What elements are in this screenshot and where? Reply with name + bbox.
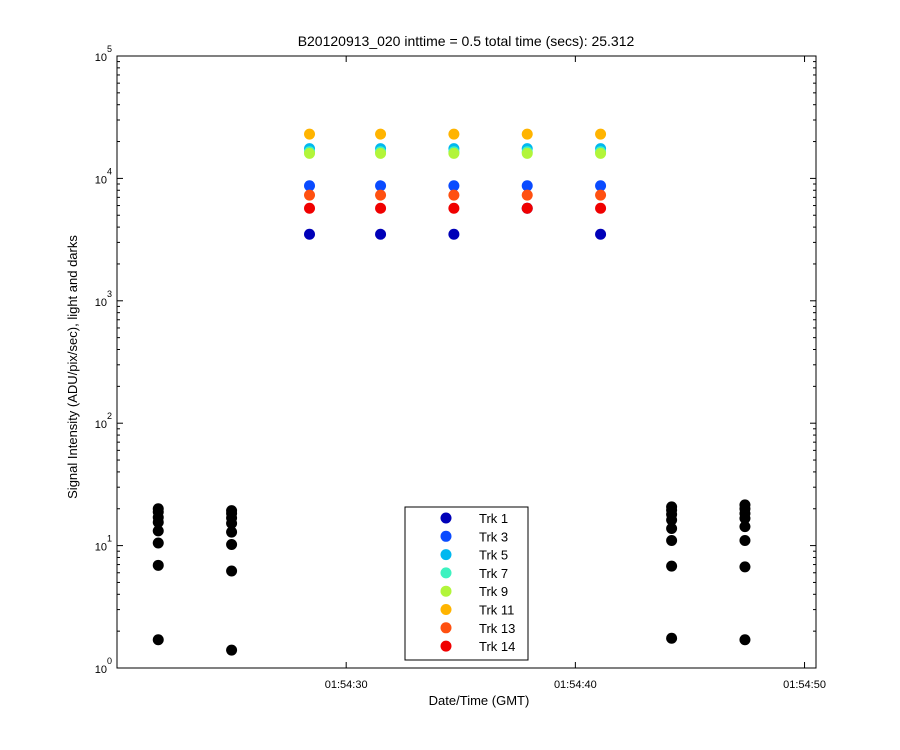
legend-marker xyxy=(440,622,452,634)
chart-title: B20120913_020 inttime = 0.5 total time (… xyxy=(298,33,635,49)
legend-label: Trk 1 xyxy=(479,511,508,526)
light-point xyxy=(448,202,460,214)
light-point xyxy=(595,147,607,159)
light-point xyxy=(304,228,316,240)
light-point xyxy=(595,202,607,214)
dark-point xyxy=(739,535,751,547)
legend-label: Trk 9 xyxy=(479,584,508,599)
light-point xyxy=(448,180,460,192)
y-tick-exponent: 4 xyxy=(107,166,112,176)
legend-marker xyxy=(440,567,452,579)
dark-point xyxy=(666,535,678,547)
y-tick-label: 10 xyxy=(95,52,107,64)
dark-point xyxy=(152,503,164,515)
plot-frame xyxy=(116,55,817,669)
y-tick-exponent: 2 xyxy=(107,411,112,421)
dark-point xyxy=(152,634,164,646)
light-point xyxy=(521,180,533,192)
y-axis-label: Signal Intensity (ADU/pix/sec), light an… xyxy=(65,235,80,499)
legend-label: Trk 7 xyxy=(479,566,508,581)
data-points xyxy=(152,128,751,656)
light-point xyxy=(304,128,316,140)
dark-point xyxy=(226,644,238,656)
legend-label: Trk 14 xyxy=(479,639,515,654)
y-tick-label: 10 xyxy=(95,664,107,676)
dark-point xyxy=(152,525,164,537)
dark-point xyxy=(226,565,238,577)
y-tick-exponent: 3 xyxy=(107,289,112,299)
light-point xyxy=(304,202,316,214)
y-tick-label: 10 xyxy=(95,297,107,309)
axis-ticks: 01:54:30 01:54:40 01:54:501001011021031041… xyxy=(95,44,826,691)
legend-label: Trk 11 xyxy=(479,603,514,618)
light-point xyxy=(595,180,607,192)
light-point xyxy=(448,189,460,201)
light-point xyxy=(375,228,387,240)
dark-point xyxy=(739,634,751,646)
legend-marker xyxy=(440,549,452,561)
light-point xyxy=(375,180,387,192)
legend-marker xyxy=(440,640,452,652)
dark-point xyxy=(152,537,164,549)
light-point xyxy=(448,128,460,140)
legend-marker xyxy=(440,512,452,524)
light-point xyxy=(375,147,387,159)
dark-point xyxy=(152,559,164,571)
light-point xyxy=(521,128,533,140)
y-tick-label: 10 xyxy=(95,419,107,431)
legend-marker xyxy=(440,530,452,542)
x-tick-label: 01:54:50 xyxy=(783,679,826,691)
dark-point xyxy=(739,499,751,511)
light-point xyxy=(521,147,533,159)
legend: Trk 1 Trk 3 Trk 5 Trk 7 Trk 9 Trk 11 Trk 13 Trk… xyxy=(404,506,529,661)
legend-label: Trk 3 xyxy=(479,529,508,544)
x-tick-label: 01:54:40 xyxy=(554,679,597,691)
light-point xyxy=(521,189,533,201)
dark-point xyxy=(226,505,238,517)
light-point xyxy=(595,128,607,140)
y-tick-label: 10 xyxy=(95,542,107,554)
light-point xyxy=(595,189,607,201)
light-point xyxy=(595,228,607,240)
light-point xyxy=(448,147,460,159)
legend-marker xyxy=(440,585,452,597)
dark-point xyxy=(666,560,678,572)
dark-point xyxy=(666,501,678,513)
light-point xyxy=(304,147,316,159)
y-tick-label: 10 xyxy=(95,174,107,186)
dark-point xyxy=(226,539,238,551)
legend-marker xyxy=(440,604,452,615)
x-tick-label: 01:54:30 xyxy=(325,679,368,691)
dark-point xyxy=(739,561,751,573)
light-point xyxy=(521,202,533,214)
dark-point xyxy=(666,522,678,534)
light-point xyxy=(375,128,387,140)
dark-point xyxy=(666,632,678,644)
x-axis-label: Date/Time (GMT) xyxy=(429,693,530,708)
light-point xyxy=(448,228,460,240)
y-tick-exponent: 1 xyxy=(107,534,112,544)
legend-label: Trk 5 xyxy=(479,548,508,563)
light-point xyxy=(304,189,316,201)
light-point xyxy=(375,189,387,201)
legend-box xyxy=(404,506,529,661)
light-point xyxy=(375,202,387,214)
y-tick-exponent: 0 xyxy=(107,656,112,666)
light-point xyxy=(304,180,316,192)
y-tick-exponent: 5 xyxy=(107,44,112,54)
dark-point xyxy=(739,521,751,533)
legend-label: Trk 13 xyxy=(479,621,515,636)
dark-point xyxy=(226,526,238,538)
